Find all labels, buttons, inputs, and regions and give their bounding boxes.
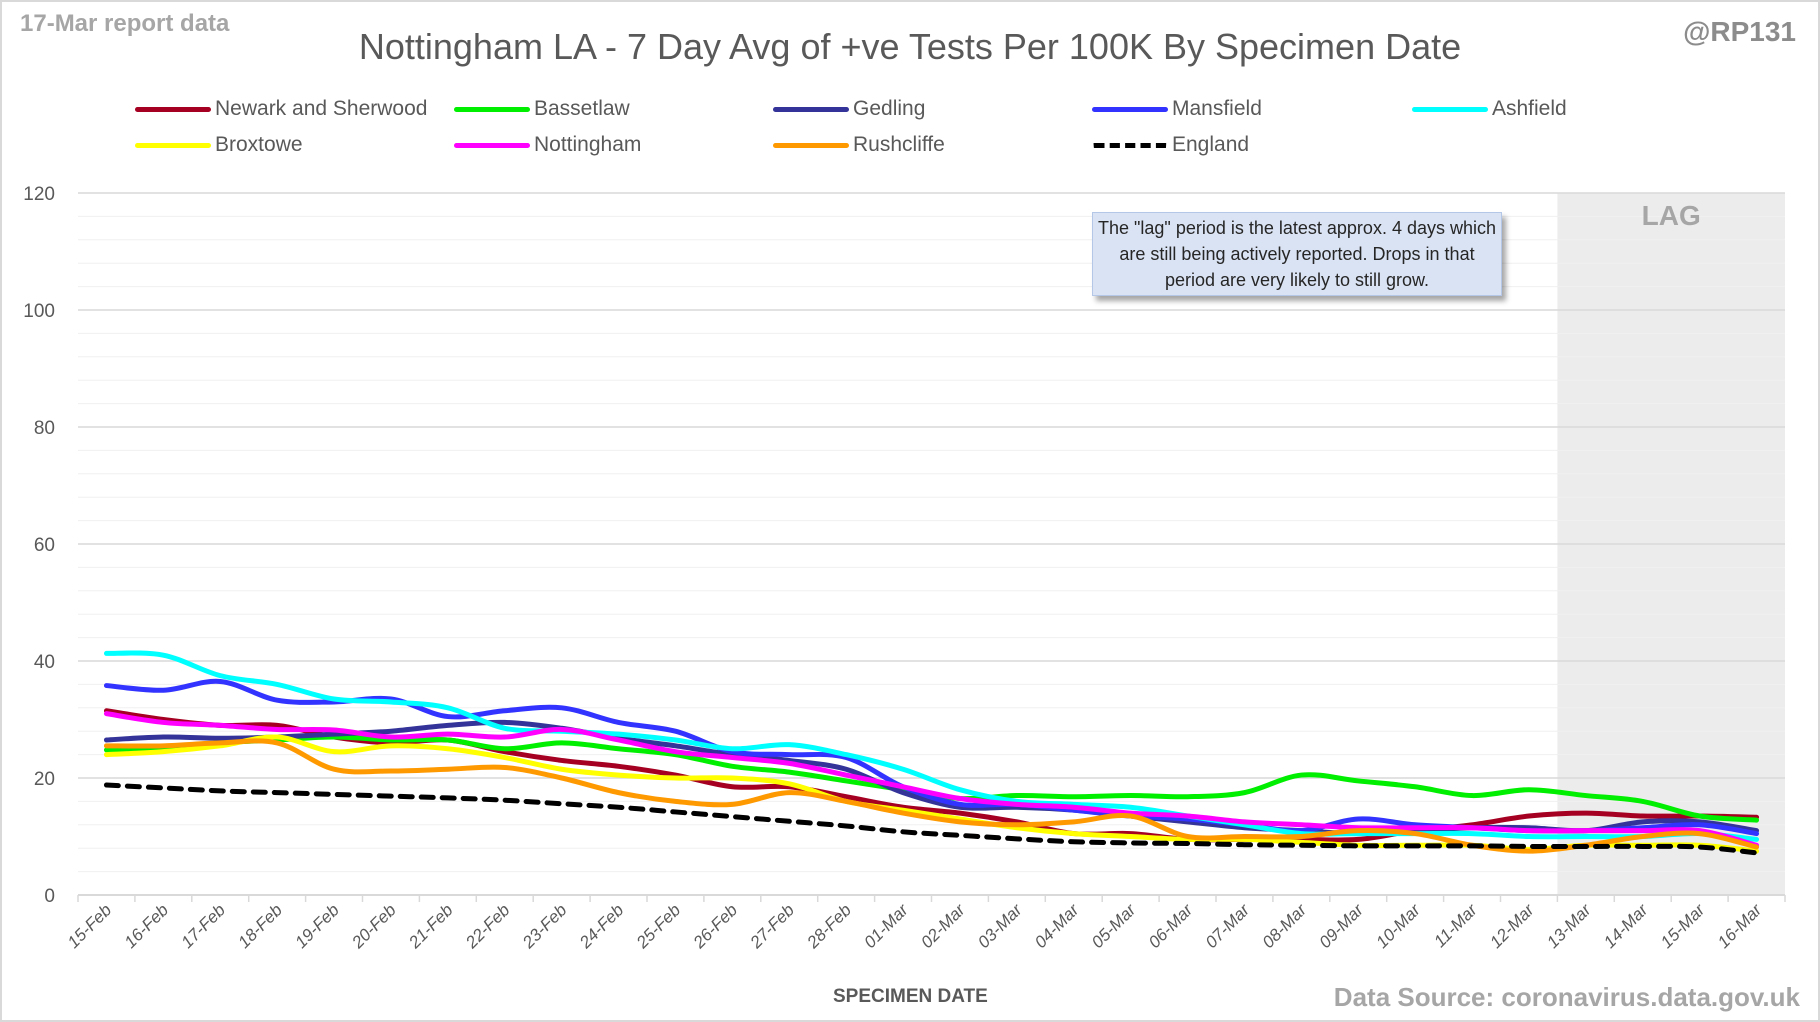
legend-swatch bbox=[1412, 106, 1488, 112]
x-tick-label: 28-Feb bbox=[803, 900, 855, 952]
legend-item: Ashfield bbox=[1412, 97, 1567, 121]
lag-annotation: The "lag" period is the latest approx. 4… bbox=[1092, 212, 1502, 296]
x-tick-label: 02-Mar bbox=[917, 899, 969, 951]
x-tick-label: 16-Feb bbox=[121, 900, 173, 952]
legend-swatch bbox=[454, 106, 530, 112]
x-tick-label: 12-Mar bbox=[1486, 899, 1538, 951]
x-tick-label: 15-Feb bbox=[64, 900, 116, 952]
x-tick-label: 26-Feb bbox=[689, 900, 741, 952]
legend-swatch bbox=[773, 106, 849, 112]
legend-label: Broxtowe bbox=[215, 133, 303, 156]
legend-item: Bassetlaw bbox=[454, 97, 630, 121]
x-tick-label: 17-Feb bbox=[178, 900, 230, 952]
legend-item: Nottingham bbox=[454, 133, 641, 157]
legend-label: England bbox=[1172, 133, 1250, 156]
x-tick-label: 11-Mar bbox=[1430, 899, 1482, 951]
x-tick-label: 27-Feb bbox=[746, 900, 798, 952]
x-tick-label: 05-Mar bbox=[1088, 899, 1140, 951]
legend-label: Newark and Sherwood bbox=[215, 97, 428, 120]
x-tick-label: 13-Mar bbox=[1543, 899, 1595, 951]
x-tick-label: 23-Feb bbox=[518, 900, 570, 952]
legend-label: Gedling bbox=[853, 97, 926, 120]
data-source-label: Data Source: coronavirus.data.gov.uk bbox=[1333, 982, 1800, 1012]
legend-item: Gedling bbox=[773, 97, 925, 121]
x-tick-label: 18-Feb bbox=[234, 900, 286, 952]
legend-label: Nottingham bbox=[534, 133, 642, 156]
x-tick-label: 04-Mar bbox=[1031, 899, 1083, 951]
legend-label: Ashfield bbox=[1492, 97, 1567, 120]
x-tick-label: 03-Mar bbox=[974, 899, 1026, 951]
x-tick-label: 09-Mar bbox=[1316, 899, 1368, 951]
legend-label: Rushcliffe bbox=[853, 133, 945, 156]
y-tick-label: 80 bbox=[34, 418, 55, 439]
y-tick-label: 40 bbox=[34, 652, 55, 673]
lag-label: LAG bbox=[1642, 200, 1701, 231]
x-tick-label: 21-Feb bbox=[404, 900, 456, 952]
legend-item: Broxtowe bbox=[135, 133, 303, 157]
chart-title: Nottingham LA - 7 Day Avg of +ve Tests P… bbox=[358, 26, 1462, 67]
x-tick-label: 16-Mar bbox=[1714, 899, 1766, 951]
x-tick-label: 07-Mar bbox=[1202, 899, 1254, 951]
y-tick-label: 0 bbox=[44, 886, 55, 907]
legend-label: Bassetlaw bbox=[534, 97, 630, 120]
x-tick-label: 24-Feb bbox=[575, 900, 627, 952]
legend-item: England bbox=[1092, 133, 1249, 157]
x-tick-label: 08-Mar bbox=[1259, 899, 1311, 951]
x-tick-label: 22-Feb bbox=[461, 900, 513, 952]
x-tick-label: 20-Feb bbox=[348, 900, 400, 952]
series-line-ashfield bbox=[103, 650, 1760, 842]
x-tick-label: 10-Mar bbox=[1372, 899, 1424, 951]
y-tick-label: 100 bbox=[23, 301, 55, 322]
legend-swatch bbox=[1092, 106, 1168, 112]
series-line-nottingham bbox=[103, 711, 1760, 848]
author-handle: @RP131 bbox=[1683, 16, 1796, 47]
legend-swatch bbox=[135, 142, 211, 148]
x-tick-label: 15-Mar bbox=[1657, 899, 1709, 951]
y-tick-label: 120 bbox=[23, 184, 55, 205]
legend-item: Newark and Sherwood bbox=[135, 97, 427, 121]
legend-label: Mansfield bbox=[1172, 97, 1262, 120]
x-tick-label: 25-Feb bbox=[632, 900, 684, 952]
x-axis-title: SPECIMEN DATE bbox=[833, 986, 988, 1007]
legend-swatch bbox=[1092, 142, 1168, 148]
y-tick-label: 60 bbox=[34, 535, 55, 556]
report-date-label: 17-Mar report data bbox=[20, 10, 230, 37]
series-line-england bbox=[103, 782, 1760, 856]
legend-swatch bbox=[773, 142, 849, 148]
legend-item: Rushcliffe bbox=[773, 133, 945, 157]
series-line-newark-and-sherwood bbox=[103, 708, 1760, 843]
legend-swatch bbox=[135, 106, 211, 112]
x-tick-label: 19-Feb bbox=[291, 900, 343, 952]
x-tick-label: 01-Mar bbox=[860, 899, 912, 951]
legend-swatch bbox=[454, 142, 530, 148]
y-tick-label: 20 bbox=[34, 769, 55, 790]
x-tick-label: 14-Mar bbox=[1600, 899, 1652, 951]
legend-item: Mansfield bbox=[1092, 97, 1262, 121]
x-tick-label: 06-Mar bbox=[1145, 899, 1197, 951]
